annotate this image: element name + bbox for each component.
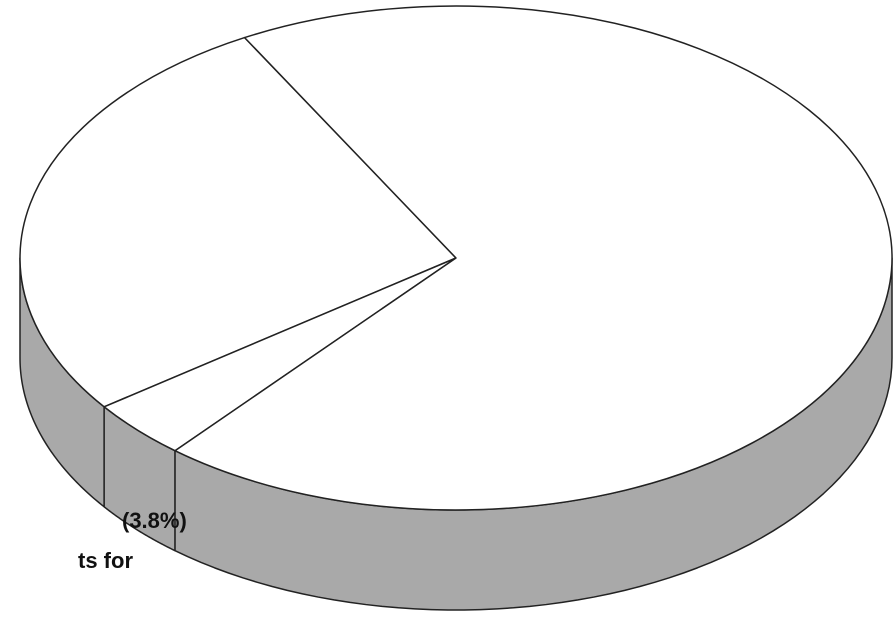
value-label: (3.8%): [122, 508, 187, 533]
slice: [174, 5, 893, 511]
slice: [19, 36, 457, 408]
annotation: ts for: [78, 548, 133, 573]
